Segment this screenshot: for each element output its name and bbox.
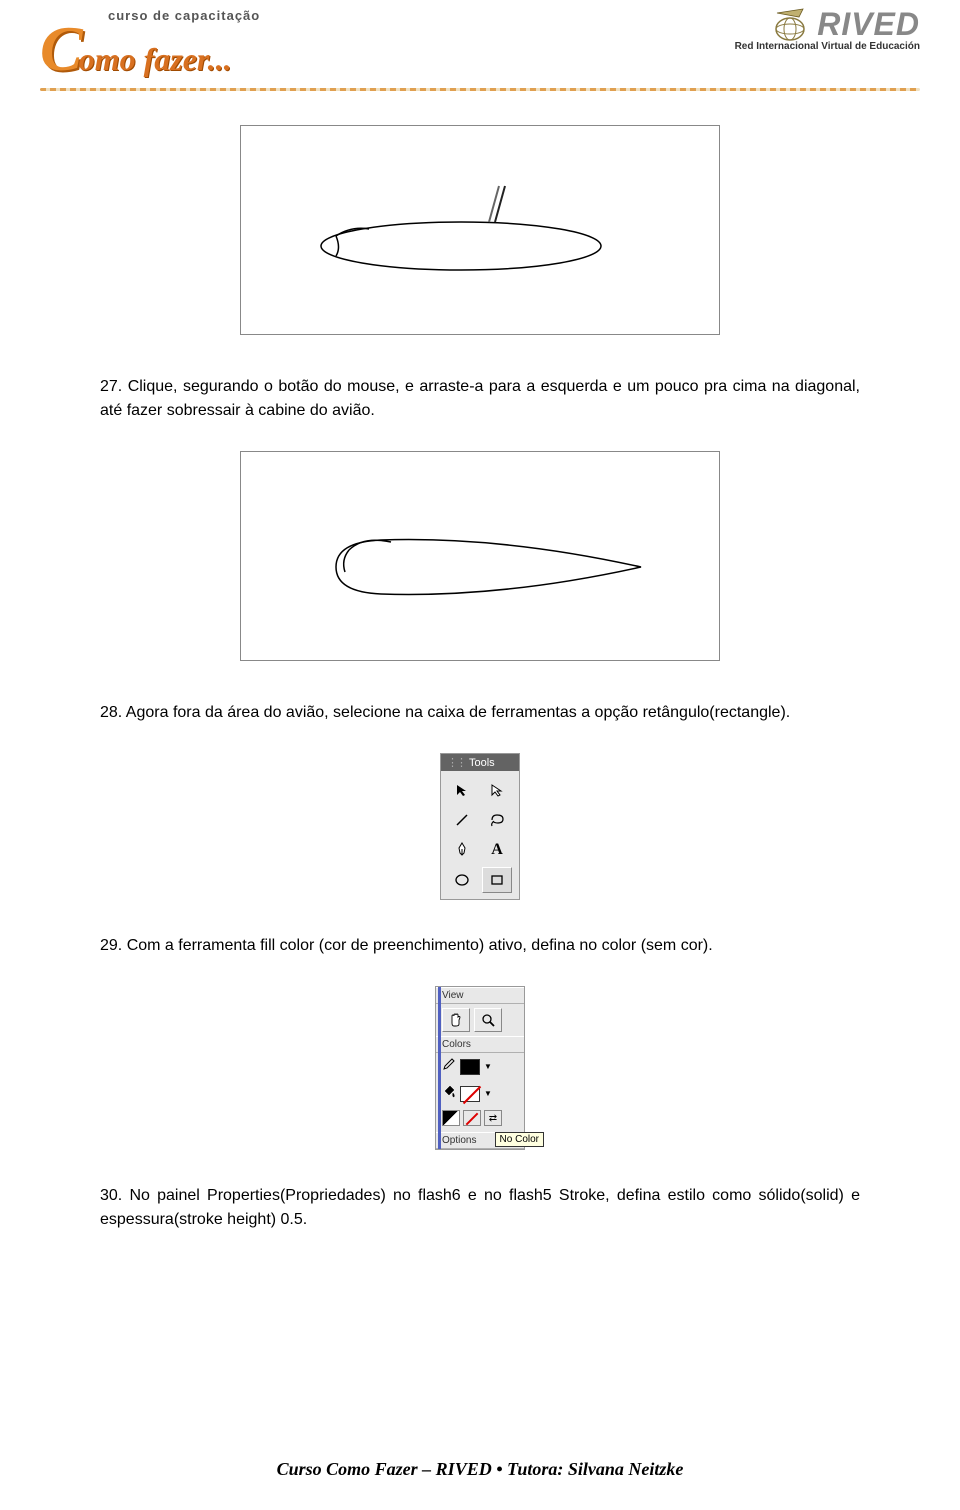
rived-subtitle: Red Internacional Virtual de Educación <box>735 41 920 52</box>
dropdown-icon[interactable]: ▼ <box>484 1089 492 1098</box>
swap-colors-button[interactable] <box>484 1110 502 1126</box>
logo-rest: omo fazer... <box>79 41 232 78</box>
page-header: curso de capacitação C omo fazer... RIVE… <box>0 0 960 95</box>
tools-panel-header: ⋮⋮ Tools <box>441 754 519 771</box>
como-fazer-logo: C omo fazer... <box>40 23 260 78</box>
no-color-tooltip: No Color <box>495 1132 544 1147</box>
pen-tool[interactable] <box>447 837 477 863</box>
tools-grid: A <box>441 771 519 899</box>
tools-panel: ⋮⋮ Tools A <box>440 753 520 900</box>
logo-right: RIVED Red Internacional Virtual de Educa… <box>735 6 920 52</box>
bucket-icon <box>442 1084 456 1103</box>
hand-tool[interactable] <box>442 1008 470 1032</box>
no-color-button[interactable] <box>463 1110 481 1126</box>
default-colors-button[interactable] <box>442 1110 460 1126</box>
pencil-icon <box>442 1057 456 1076</box>
zoom-tool[interactable] <box>474 1008 502 1032</box>
rived-logo: RIVED <box>735 6 920 43</box>
stroke-color-swatch[interactable] <box>460 1059 480 1075</box>
text-tool[interactable]: A <box>482 837 512 863</box>
canvas-step-27 <box>240 125 720 335</box>
header-divider <box>40 88 920 91</box>
line-tool[interactable] <box>447 807 477 833</box>
curso-subtitle: curso de capacitação <box>108 8 260 23</box>
rectangle-tool[interactable] <box>482 867 512 893</box>
oval-tool[interactable] <box>447 867 477 893</box>
paragraph-30: 30. No painel Properties(Propriedades) n… <box>100 1184 860 1232</box>
logo-left: curso de capacitação C omo fazer... <box>40 8 260 78</box>
page-content: 27. Clique, segurando o botão do mouse, … <box>0 95 960 1232</box>
globe-icon <box>769 7 811 43</box>
grip-icon: ⋮⋮ <box>447 756 465 769</box>
view-section-label: View <box>436 987 524 1004</box>
paragraph-27: 27. Clique, segurando o botão do mouse, … <box>100 375 860 423</box>
paragraph-29: 29. Com a ferramenta fill color (cor de … <box>100 934 860 958</box>
page-footer: Curso Como Fazer – RIVED • Tutora: Silva… <box>0 1459 960 1480</box>
dropdown-icon[interactable]: ▼ <box>484 1062 492 1071</box>
subselect-tool[interactable] <box>482 777 512 803</box>
paragraph-28: 28. Agora fora da área do avião, selecio… <box>100 701 860 725</box>
tools-label: Tools <box>469 757 495 769</box>
arrow-tool[interactable] <box>447 777 477 803</box>
lasso-tool[interactable] <box>482 807 512 833</box>
fill-color-swatch[interactable] <box>460 1086 480 1102</box>
colors-section-label: Colors <box>436 1036 524 1053</box>
logo-letter-c: C <box>40 23 83 74</box>
view-colors-panel: View Colors ▼ ▼ <box>435 986 525 1150</box>
rived-text: RIVED <box>817 6 920 43</box>
panel-accent-bar <box>438 987 441 1149</box>
canvas-step-28 <box>240 451 720 661</box>
